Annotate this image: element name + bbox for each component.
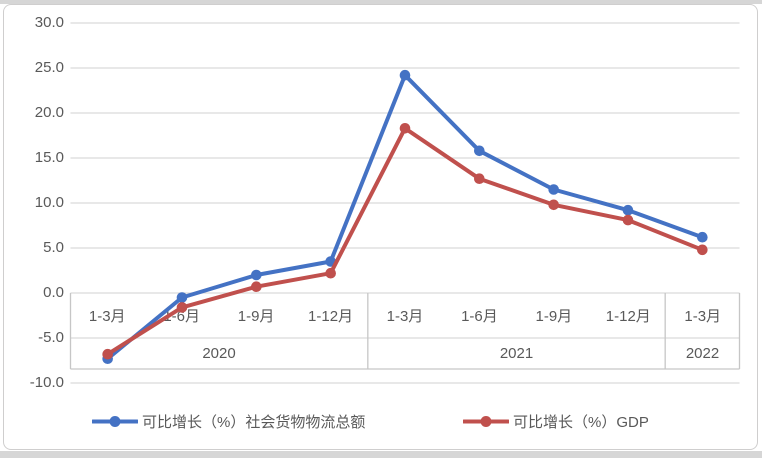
y-axis-tick-label: 10.0 xyxy=(34,194,64,211)
x-axis-category-label: 1-3月 xyxy=(88,308,126,325)
y-axis-tick-label: -5.0 xyxy=(38,329,64,346)
page-background-strip-bottom xyxy=(0,451,762,458)
x-axis-year-label: 2020 xyxy=(202,345,236,362)
x-axis-category-label: 1-12月 xyxy=(605,308,651,325)
x-axis-category-label: 1-3月 xyxy=(386,308,424,325)
y-axis-tick-label: 20.0 xyxy=(34,104,64,121)
y-axis-tick-label: 0.0 xyxy=(43,284,64,301)
chart-legend: 可比增长（%）社会货物物流总额 可比增长（%）GDP xyxy=(0,410,762,432)
y-axis-tick-label: -10.0 xyxy=(29,374,64,391)
legend-marker-line-dot-icon xyxy=(92,415,138,427)
legend-label: 可比增长（%）GDP xyxy=(513,413,649,431)
y-axis-tick-label: 5.0 xyxy=(43,239,64,256)
legend-marker-line-dot-icon xyxy=(463,415,509,427)
x-axis-category-label: 1-6月 xyxy=(461,308,498,325)
x-axis-category-label: 1-3月 xyxy=(684,308,722,325)
x-axis-category-label: 1-9月 xyxy=(535,308,573,325)
legend-item-gdp[interactable]: 可比增长（%）GDP xyxy=(463,410,649,432)
x-axis-category-label: 1-12月 xyxy=(308,308,354,325)
page-background-strip-top xyxy=(0,0,762,4)
x-axis-year-label: 2022 xyxy=(685,345,720,362)
chart-area[interactable] xyxy=(3,4,758,450)
legend-label: 可比增长（%）社会货物物流总额 xyxy=(142,413,366,431)
x-axis-year-label: 2021 xyxy=(499,345,534,362)
x-axis-category-label: 1-9月 xyxy=(237,308,275,325)
y-axis-tick-label: 15.0 xyxy=(34,149,64,166)
x-axis-category-label: 1-6月 xyxy=(163,308,200,325)
x-axis-category-row: 1-3月 1-6月 1-9月 1-12月 1-3月 1-6月 1-9月 1-12… xyxy=(70,293,740,338)
y-axis-tick-label: 25.0 xyxy=(34,59,64,76)
y-axis-tick-label: 30.0 xyxy=(34,14,64,31)
legend-item-logistics[interactable]: 可比增长（%）社会货物物流总额 xyxy=(92,410,365,432)
